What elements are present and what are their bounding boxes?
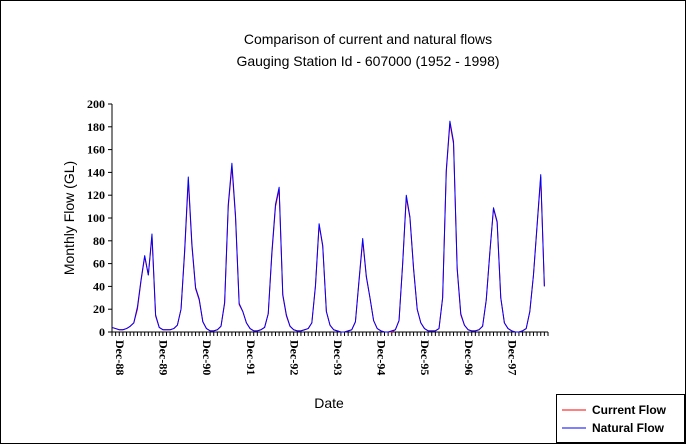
y-tick-label: 180 [87, 120, 105, 134]
series-line-natural-flow [111, 120, 545, 333]
legend: Current Flow Natural Flow [556, 394, 685, 443]
x-tick-label: Dec-93 [331, 340, 345, 375]
y-tick-label: 140 [87, 165, 105, 179]
x-tick-label: Dec-92 [287, 340, 301, 375]
x-tick-label: Dec-88 [113, 340, 127, 375]
x-tick-label: Dec-96 [462, 340, 476, 375]
y-ticks: 0 20 40 60 80 100 120 140 160 180 200 [87, 97, 112, 339]
x-tick-label: Dec-91 [244, 340, 258, 375]
x-ticks: Dec-88 Dec-89 Dec-90 Dec-91 Dec-92 Dec-93 Dec-… [111, 332, 549, 375]
y-tick-label: 40 [93, 279, 105, 293]
x-tick-label: Dec-94 [375, 340, 389, 375]
x-axis-title: Date [314, 395, 344, 411]
plot-area: 0 20 40 60 80 100 120 140 160 180 200 Dec-88 Dec-89… [87, 97, 549, 375]
y-tick-label: 160 [87, 143, 105, 157]
x-tick-label: Dec-89 [157, 340, 171, 375]
x-tick-label: Dec-95 [418, 340, 432, 375]
x-tick-label: Dec-97 [505, 340, 519, 375]
series-layer [111, 120, 545, 333]
y-tick-label: 0 [99, 325, 105, 339]
y-axis-title: Monthly Flow (GL) [61, 161, 77, 275]
legend-label: Current Flow [592, 403, 667, 417]
y-tick-label: 100 [87, 211, 105, 225]
y-tick-label: 20 [93, 302, 105, 316]
y-tick-label: 120 [87, 188, 105, 202]
legend-items: Current Flow Natural Flow [562, 403, 667, 435]
chart-title: Comparison of current and natural flows [244, 31, 492, 47]
legend-label: Natural Flow [592, 421, 665, 435]
y-tick-label: 60 [93, 257, 105, 271]
y-tick-label: 80 [93, 234, 105, 248]
x-tick-label: Dec-90 [200, 340, 214, 375]
chart-subtitle: Gauging Station Id - 607000 (1952 - 1998… [236, 53, 499, 69]
y-tick-label: 200 [87, 97, 105, 111]
legend-box [556, 394, 685, 443]
